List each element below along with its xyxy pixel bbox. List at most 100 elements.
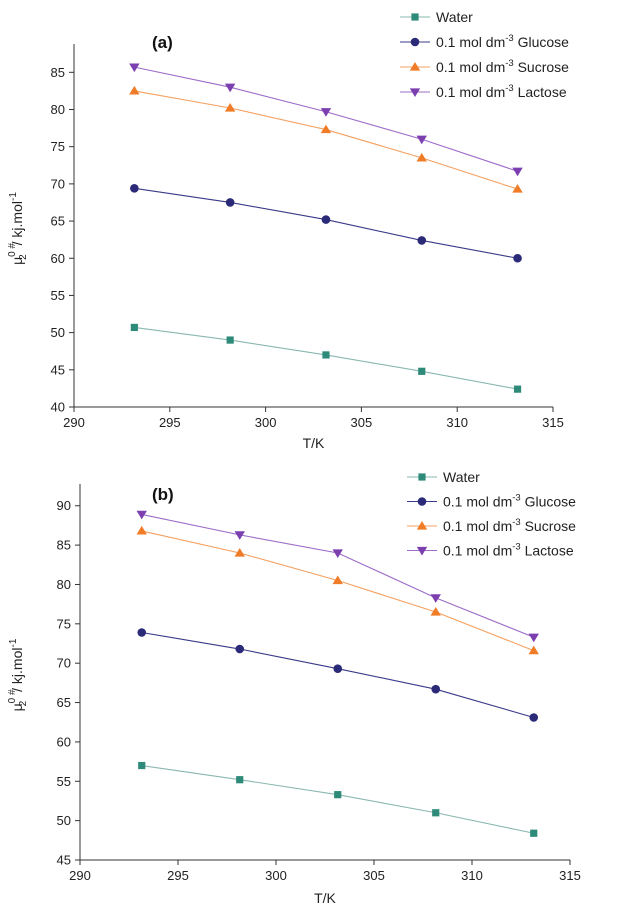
x-tick-label: 310	[446, 415, 468, 430]
panel-label: (b)	[152, 485, 174, 504]
x-tick-label: 290	[63, 415, 85, 430]
data-point	[333, 664, 343, 674]
data-point	[529, 713, 539, 722]
y-tick-label: 60	[51, 251, 65, 266]
data-point	[226, 336, 234, 344]
x-tick-label: 295	[167, 868, 189, 883]
legend-label: 0.1 mol dm-3 Glucose	[443, 493, 576, 510]
legend-marker	[409, 62, 421, 71]
data-point	[129, 63, 140, 73]
data-point	[234, 531, 245, 540]
series-circle	[130, 184, 522, 263]
y-axis-title: μ0 #2/ kj.mol-1	[7, 192, 29, 265]
series-triangle-down	[136, 510, 539, 643]
data-point	[332, 575, 343, 585]
y-tick-label: 40	[51, 400, 65, 415]
data-point	[236, 776, 244, 784]
x-axis-title: T/K	[303, 435, 325, 451]
series-line	[141, 764, 534, 834]
legend-marker	[418, 473, 426, 481]
data-point	[430, 607, 441, 616]
series-triangle-up	[129, 85, 523, 193]
y-tick-label: 85	[57, 538, 71, 553]
series-line	[134, 66, 518, 172]
legend-marker	[410, 37, 420, 47]
y-tick-label: 90	[57, 498, 71, 513]
legend: Water 0.1 mol dm-3 Glucose 0.1 mol dm-3 Su…	[407, 469, 576, 559]
y-tick-label: 65	[57, 695, 71, 710]
data-point	[512, 184, 523, 193]
y-tick-label: 55	[51, 288, 65, 303]
x-tick-label: 310	[461, 868, 483, 883]
panel-label: (a)	[152, 33, 173, 52]
data-point	[417, 236, 427, 245]
x-tick-label: 315	[559, 868, 581, 883]
y-tick-label: 75	[51, 139, 65, 154]
legend-label: 0.1 mol dm-3 Sucrose	[436, 58, 569, 75]
series-triangle-down	[129, 63, 523, 177]
y-axis-title: μ0 #2/ kj.mol-1	[7, 638, 29, 711]
data-point	[530, 829, 538, 837]
data-point	[130, 323, 138, 332]
y-tick-label: 50	[57, 813, 71, 828]
y-tick-label: 60	[57, 734, 71, 749]
data-point	[513, 385, 522, 393]
data-point	[137, 628, 147, 637]
data-point	[130, 184, 139, 193]
legend-label: 0.1 mol dm-3 Lactose	[443, 542, 574, 559]
data-point	[224, 103, 236, 112]
x-tick-label: 290	[69, 868, 91, 883]
series-square	[138, 761, 538, 837]
x-tick-label: 300	[255, 415, 277, 430]
y-tick-label: 55	[57, 774, 71, 789]
data-point	[431, 684, 441, 694]
y-tick-label: 65	[51, 214, 65, 229]
legend-label: 0.1 mol dm-3 Lactose	[436, 83, 567, 100]
data-point	[512, 167, 523, 177]
data-point	[138, 761, 146, 770]
series-line	[141, 631, 534, 719]
data-point	[234, 547, 245, 557]
y-tick-label: 45	[57, 853, 71, 868]
y-tick-label: 45	[51, 362, 65, 377]
chart-panel-1: 290 295 300 305 310 315 45 50 55 60 65 70 75 80 85 90 T/…	[7, 469, 581, 906]
data-point	[432, 809, 440, 817]
y-tick-label: 50	[51, 325, 65, 340]
data-point	[528, 633, 539, 643]
chart-panel-0: 290 295 300 305 310 315 40 45 50 55 60 65 70 75 80 85 T/…	[7, 9, 569, 451]
data-point	[334, 791, 342, 799]
data-point	[136, 510, 147, 520]
legend-label: 0.1 mol dm-3 Sucrose	[443, 517, 576, 534]
legend-marker	[409, 88, 421, 97]
data-point	[418, 367, 426, 375]
series-line	[134, 90, 518, 190]
legend-marker	[411, 13, 419, 21]
legend-marker	[417, 497, 427, 506]
data-point	[129, 85, 140, 95]
data-point	[320, 108, 332, 117]
series-triangle-up	[136, 525, 539, 655]
y-tick-label: 70	[57, 656, 71, 671]
data-point	[136, 525, 147, 535]
series-circle	[137, 628, 539, 722]
x-tick-label: 315	[542, 415, 564, 430]
data-point	[320, 124, 332, 134]
y-tick-label: 85	[51, 65, 65, 80]
data-point	[322, 351, 330, 359]
data-point	[430, 594, 441, 603]
x-tick-label: 295	[159, 415, 181, 430]
x-axis-title: T/K	[314, 890, 336, 906]
legend-marker	[416, 521, 428, 530]
y-tick-label: 75	[57, 616, 71, 631]
x-tick-label: 305	[363, 868, 385, 883]
data-point	[225, 198, 235, 207]
legend-label: 0.1 mol dm-3 Glucose	[436, 33, 569, 50]
y-tick-label: 80	[57, 577, 71, 592]
data-point	[321, 215, 331, 224]
data-point	[416, 135, 427, 145]
data-point	[235, 644, 245, 654]
legend: Water 0.1 mol dm-3 Glucose 0.1 mol dm-3 Su…	[400, 9, 569, 100]
data-point	[513, 253, 522, 263]
data-point	[332, 549, 343, 558]
